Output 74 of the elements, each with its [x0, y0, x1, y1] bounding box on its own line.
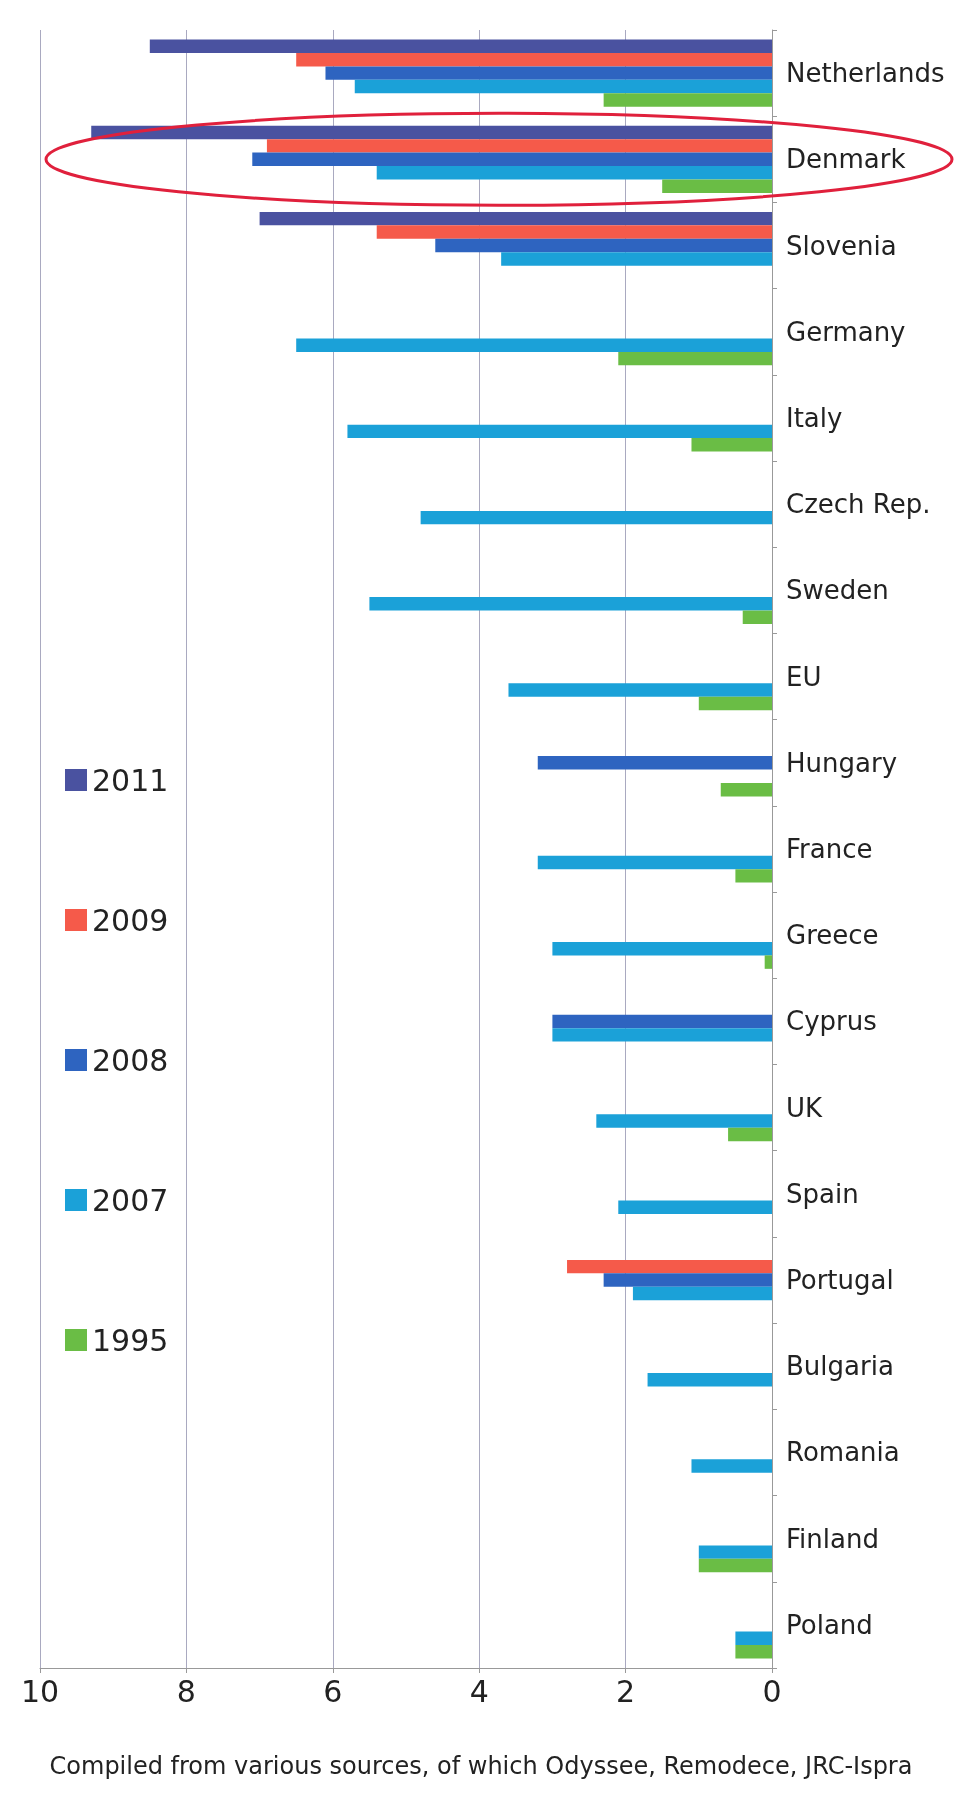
y-tick-label: Poland	[786, 1609, 873, 1640]
bar	[537, 855, 772, 870]
bar	[91, 125, 772, 140]
legend-label: 1995	[92, 1322, 169, 1358]
bar	[259, 211, 772, 226]
y-tick-label: EU	[786, 661, 822, 692]
y-tick-label: Sweden	[786, 575, 889, 606]
y-tick-label: Greece	[786, 920, 879, 951]
bar	[296, 338, 772, 352]
bar	[325, 66, 772, 80]
bar	[508, 683, 772, 697]
x-tick-label: 8	[176, 1673, 196, 1709]
text: Compiled from various sources, of which Odyssee, Remodece, JRC-Ispra	[49, 1752, 913, 1780]
bar	[296, 52, 772, 67]
legend-label: 2007	[92, 1182, 169, 1218]
y-tick-label: Spain	[786, 1178, 859, 1209]
bar	[552, 941, 772, 956]
y-tick-label: Finland	[786, 1523, 879, 1554]
y-tick-label: Germany	[786, 316, 906, 347]
bar	[764, 955, 772, 969]
bar	[149, 39, 772, 53]
bar	[266, 139, 772, 153]
bar	[691, 1459, 772, 1473]
bar	[662, 179, 772, 193]
bar	[347, 424, 772, 439]
y-tick-label: Cyprus	[786, 1006, 877, 1037]
bar	[735, 1631, 772, 1646]
bar	[698, 1545, 772, 1559]
y-tick-label: France	[786, 834, 873, 864]
bar	[603, 93, 772, 107]
y-tick-label: Denmark	[786, 144, 906, 175]
bar	[735, 1645, 772, 1659]
bar	[742, 610, 772, 624]
bar	[376, 166, 772, 180]
x-tick-label: 6	[323, 1673, 343, 1709]
bar	[632, 1286, 772, 1301]
bar	[252, 152, 772, 167]
y-tick-label: Czech Rep.	[786, 489, 931, 520]
y-tick-label: Portugal	[786, 1265, 894, 1296]
x-tick-label: 4	[469, 1673, 489, 1709]
y-tick-label: Netherlands	[786, 58, 945, 89]
y-tick-label: Hungary	[786, 747, 898, 778]
bar	[369, 597, 772, 611]
bar	[698, 1558, 772, 1573]
bar	[501, 252, 772, 266]
bar	[647, 1372, 772, 1387]
legend-label: 2008	[92, 1042, 169, 1078]
y-tick-label: Italy	[786, 402, 843, 433]
bar	[376, 225, 772, 239]
bar	[537, 756, 772, 770]
bar	[618, 1200, 772, 1215]
bar	[567, 1259, 772, 1274]
y-tick-label: Slovenia	[786, 230, 897, 261]
bar	[420, 510, 772, 525]
bar	[691, 438, 772, 452]
bar	[720, 782, 772, 797]
bar	[603, 1273, 772, 1287]
bar	[596, 1114, 772, 1128]
y-tick-label: UK	[786, 1092, 824, 1123]
legend-label: 2011	[92, 762, 169, 798]
y-tick-label: Romania	[786, 1437, 900, 1468]
x-tick-label: 0	[762, 1673, 782, 1709]
bar	[698, 696, 772, 711]
bar	[728, 1127, 772, 1142]
bar	[354, 79, 772, 94]
bar	[552, 1028, 772, 1042]
x-tick-label: 2	[616, 1673, 636, 1709]
x-tick-label: 10	[20, 1673, 60, 1709]
legend-label: 2009	[92, 902, 169, 938]
bar	[552, 1014, 772, 1029]
y-tick-label: Bulgaria	[786, 1351, 894, 1382]
bar	[735, 869, 772, 883]
bar	[618, 351, 772, 366]
bar	[435, 238, 772, 253]
